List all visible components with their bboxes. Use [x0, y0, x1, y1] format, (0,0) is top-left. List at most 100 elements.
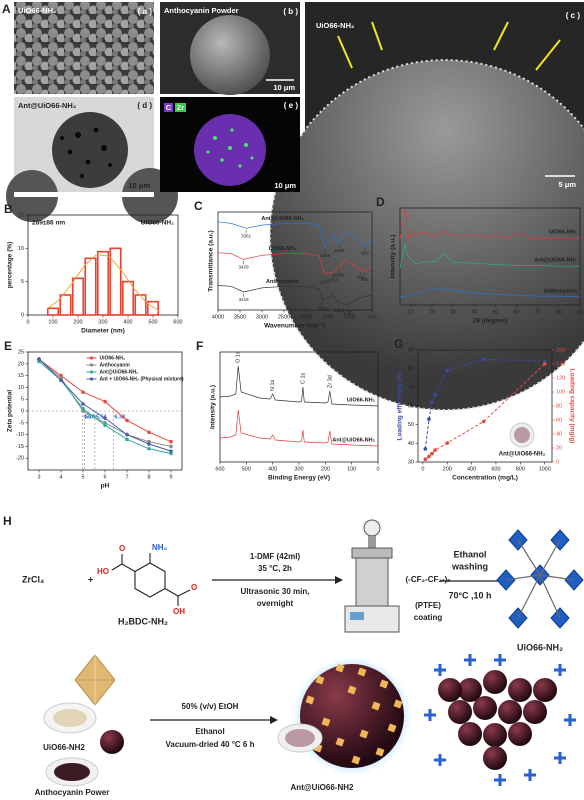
sphere: [190, 15, 270, 95]
image-e: C Zr ( e ) 10 μm: [160, 97, 300, 192]
sem-image: [14, 2, 154, 94]
data-point: [433, 448, 437, 452]
condition: (PTFE): [415, 601, 441, 610]
x-tick-label: 20: [429, 309, 435, 315]
panel-letter: E: [4, 339, 12, 353]
data-point: [481, 419, 486, 424]
y2-tick-label: 80: [556, 403, 562, 409]
condition: Vacuum-dried 40 °C 6 h: [165, 740, 254, 749]
series-label: UiO66-NH₂: [549, 229, 578, 235]
histogram-bar: [84, 257, 97, 316]
mof-structure: [496, 529, 584, 629]
x-tick-label: 2500: [278, 314, 290, 320]
y-tick-label: 5: [21, 397, 24, 403]
series-line: [399, 243, 580, 268]
y-tick-label: 20: [18, 361, 24, 367]
sphere: [523, 700, 547, 724]
image-label: ( a ): [138, 7, 153, 16]
x-tick-label: 500: [367, 314, 376, 320]
sphere: [100, 730, 124, 754]
x-tick-label: 500: [148, 319, 157, 325]
peak-label: 1249: [334, 248, 345, 253]
x-tick-label: 6: [103, 474, 106, 480]
sphere: [473, 696, 497, 720]
linker-name: H₂BDC-NH₂: [118, 616, 168, 626]
scale-label: 10 μm: [273, 83, 295, 92]
condition: washing: [451, 561, 488, 571]
image-caption: UiO66-NH₂: [316, 21, 354, 30]
y-axis-label: Zeta potential: [7, 390, 14, 432]
mof-crystal: [371, 701, 381, 711]
data-point: [103, 423, 107, 427]
y2-tick-label: 140: [556, 361, 565, 367]
image-a: UiO66-NH₂ ( a ): [14, 2, 154, 94]
series-line: [399, 209, 580, 239]
x-tick-label: 50: [492, 309, 498, 315]
powder: [53, 709, 87, 727]
image-d: Ant@UiO66-NH₂ ( d ) 10 μm: [6, 97, 178, 224]
image-caption: Ant@UiO66-NH₂: [18, 101, 76, 110]
condition: 50% (v/v) EtOH: [182, 702, 239, 711]
data-point: [37, 357, 41, 361]
series-label: UiO66-NH₂: [269, 246, 298, 252]
data-point: [147, 442, 151, 446]
series-line: [217, 221, 373, 249]
mof-crystal: [347, 685, 357, 695]
y-tick-label: -5: [19, 420, 24, 426]
condition: coating: [414, 613, 443, 622]
linker-cross: [564, 714, 576, 726]
peak-label: 3418: [239, 297, 250, 302]
legend-marker: [89, 363, 94, 367]
data-point: [81, 390, 85, 394]
sphere: [483, 670, 507, 694]
x-tick-label: 400: [268, 466, 277, 472]
legend-marker: [89, 356, 94, 360]
sphere: [52, 112, 128, 188]
y2-tick-label: 160: [556, 347, 565, 353]
x-tick-label: 70: [535, 309, 541, 315]
peak-label: Zr 3d: [327, 375, 333, 388]
condition: Ethanol: [454, 549, 487, 559]
data-point: [445, 368, 450, 373]
sphere: [533, 678, 557, 702]
x-tick-label: 40: [471, 309, 477, 315]
sphere: [508, 678, 532, 702]
mof-crystal: [375, 747, 385, 757]
sphere: [498, 700, 522, 724]
series-line: [217, 285, 373, 306]
data-point: [81, 406, 85, 411]
x-tick-label: 600: [173, 319, 182, 325]
x-tick-label: 4: [59, 474, 62, 480]
ptfe-formula: (-CF₂-CF₂-)ₙ: [406, 575, 451, 584]
arrowhead: [335, 576, 343, 584]
composite-cluster: [424, 654, 576, 786]
x-tick-label: 400: [467, 466, 476, 472]
x-axis-label: Binding Energy (eV): [268, 475, 330, 482]
y2-tick-label: 0: [556, 459, 559, 465]
x-tick-label: 30: [450, 309, 456, 315]
peak-label: 659: [361, 251, 369, 256]
peak-label: 665: [361, 277, 369, 282]
plot-frame: [399, 207, 581, 306]
arrows: [337, 21, 561, 71]
series-label: Ant@UiO66-NH₂: [332, 437, 375, 443]
histogram-bar: [121, 280, 135, 316]
plus: +: [88, 574, 93, 584]
scale-label: 10 μm: [128, 181, 150, 190]
condition: Ethanol: [195, 727, 224, 736]
linker-cross: [424, 709, 436, 721]
x-axis-label: Wavenumber (cm⁻¹): [264, 323, 326, 330]
image-label: ( c ): [566, 11, 581, 20]
legend-label: C: [166, 103, 172, 112]
panel-letter: H: [3, 514, 12, 528]
image-caption: UiO66-NH₂: [18, 6, 56, 15]
chart-subtitle: UiO66-NH₂: [141, 220, 174, 227]
series-line: [219, 409, 379, 447]
inset-powder: [514, 427, 530, 443]
data-point: [445, 441, 450, 445]
data-point: [433, 393, 437, 397]
x-tick-label: 7: [125, 474, 128, 480]
data-point: [169, 444, 173, 449]
x-tick-label: 500: [242, 466, 251, 472]
